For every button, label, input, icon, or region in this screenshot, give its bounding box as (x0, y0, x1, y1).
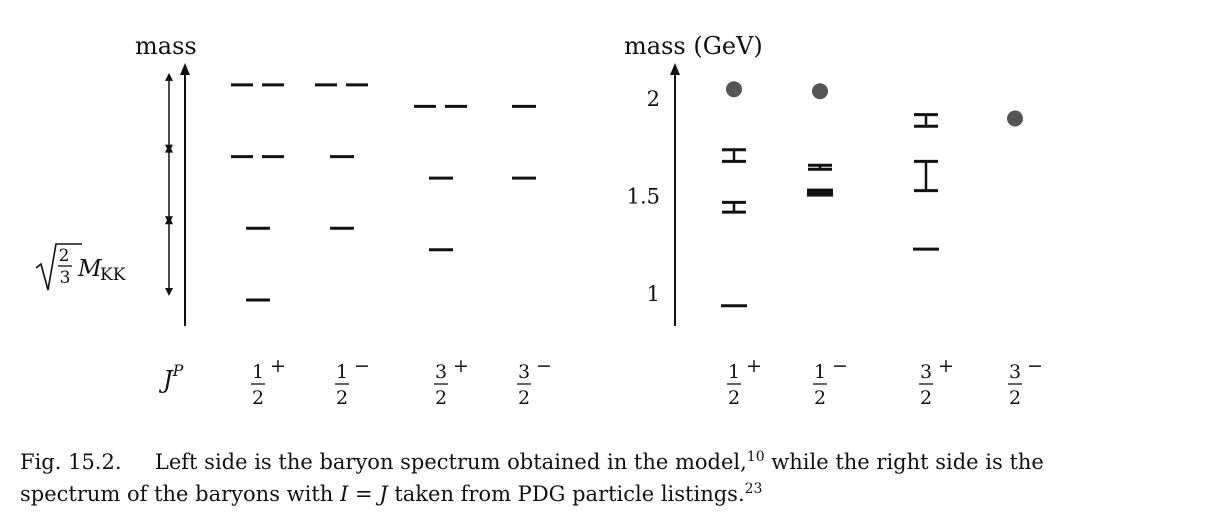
left-levels (231, 83, 536, 302)
scale-arrow-head-down (165, 144, 173, 153)
xtick-den: 2 (252, 387, 264, 409)
pdg-state-range (914, 159, 938, 193)
jp-label: JP (158, 361, 184, 394)
xtick-num: 1 (728, 361, 740, 383)
right-yticks: 11.52 (627, 87, 660, 306)
xtick-den: 2 (920, 387, 932, 409)
xtick-parity: − (354, 355, 370, 377)
left-ylabel: mass (135, 32, 197, 60)
xtick-num: 1 (336, 361, 348, 383)
right-xtick: 1 2− (813, 355, 848, 409)
scale-den: 3 (60, 268, 71, 288)
xtick-den: 2 (814, 387, 826, 409)
right-states (721, 81, 1023, 308)
figure-caption: Fig. 15.2. Left side is the baryon spect… (20, 446, 1200, 510)
caption-ref1: 10 (746, 449, 765, 465)
right-xtick: 3 2− (1008, 355, 1043, 409)
right-ylabel: mass (GeV) (624, 32, 763, 60)
xtick-num: 3 (1009, 361, 1021, 383)
left-xtick: 3 2 + (434, 355, 469, 409)
scale-arrow-head-down (165, 288, 173, 296)
scale-label: 2 3 M KK (35, 243, 126, 291)
caption-fig: Fig. 15.2. (20, 450, 122, 474)
caption-eq: = (348, 482, 380, 506)
caption-text1: Left side is the baryon spectrum obtaine… (154, 450, 747, 474)
xtick-parity: − (536, 355, 552, 377)
right-xtick: 1 2 + (727, 355, 762, 409)
xtick-parity: + (453, 355, 469, 377)
caption-J: J (379, 482, 388, 506)
right-ytick-label: 1 (647, 282, 660, 306)
right-xticks: 12+ 12− 32+ 32− (727, 355, 1043, 409)
left-y-axis-arrowhead (180, 63, 190, 75)
pdg-state-range (722, 148, 746, 163)
jp-p: P (172, 361, 184, 380)
pdg-state-range (722, 200, 746, 214)
xtick-den: 2 (728, 387, 740, 409)
xtick-num: 1 (252, 361, 264, 383)
caption-ref2: 23 (744, 481, 763, 497)
pdg-state-dot (726, 81, 742, 98)
left-xtick: 3 2− (517, 355, 552, 409)
xtick-parity: + (938, 355, 954, 377)
pdg-state (807, 188, 833, 197)
sqrt-sign (35, 243, 82, 291)
xtick-den: 2 (435, 387, 447, 409)
left-xtick: 1 2− (335, 355, 370, 409)
left-xtick: 1 2 + (251, 355, 286, 409)
xtick-parity: − (1027, 355, 1043, 377)
right-xtick: 3 2 + (919, 355, 954, 409)
xtick-den: 2 (336, 387, 348, 409)
pdg-state-range (808, 163, 832, 171)
scale-num: 2 (59, 246, 70, 266)
jp-j: J (158, 366, 174, 394)
scale-sub: KK (100, 265, 126, 285)
xtick-den: 2 (518, 387, 530, 409)
scale-arrows (165, 72, 173, 296)
xtick-parity: − (832, 355, 848, 377)
right-ytick-label: 1.5 (627, 185, 660, 209)
baryon-spectrum-figure: mass 2 3 M KK JP 12+ 12− 32+ 32− mass (GeV)… (35, 32, 1043, 409)
xtick-num: 3 (518, 361, 530, 383)
scale-m: M (77, 256, 103, 282)
left-xticks: 12+ 12− 32+ 32− (251, 355, 552, 409)
right-ytick-label: 2 (647, 87, 660, 111)
xtick-den: 2 (1009, 387, 1021, 409)
caption-I: I (339, 482, 349, 506)
right-y-axis-arrowhead (670, 63, 680, 75)
pdg-state-range (914, 113, 938, 128)
scale-arrow-head-down (165, 216, 173, 225)
right-panel: mass (GeV) 11.52 12+ 12− 32+ 32− (624, 32, 1043, 409)
left-panel: mass 2 3 M KK JP 12+ 12− 32+ 32− (35, 32, 552, 409)
caption-text4: taken from PDG particle listings. (387, 482, 745, 506)
caption-text3: spectrum of the baryons with (20, 482, 340, 506)
pdg-state-dot (1007, 110, 1023, 127)
xtick-num: 3 (435, 361, 447, 383)
caption-text2: while the right side is the (764, 450, 1044, 474)
xtick-parity: + (746, 355, 762, 377)
pdg-state-dot (812, 83, 828, 100)
scale-arrow-head-up (165, 72, 173, 81)
xtick-num: 1 (814, 361, 826, 383)
xtick-num: 3 (920, 361, 932, 383)
xtick-parity: + (270, 355, 286, 377)
